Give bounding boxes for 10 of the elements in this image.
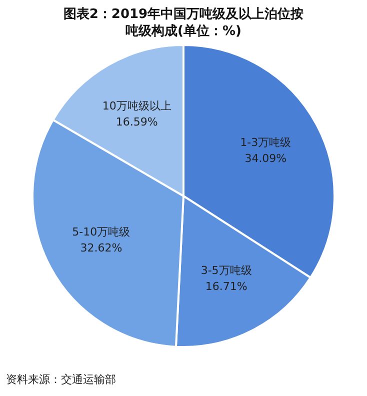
chart-title: 图表2：2019年中国万吨级及以上泊位按吨级构成(单位：%): [62, 6, 305, 40]
slice-label: 1-3万吨级: [240, 136, 292, 149]
text: 资料来源：交通运输部: [6, 372, 116, 387]
slice-label: 10万吨级以上: [102, 100, 172, 113]
slice-label: 5-10万吨级: [72, 225, 130, 238]
data-label: 16.71%: [205, 280, 248, 294]
data-label: 34.09%: [244, 152, 287, 165]
slice-label: 3-5万吨级: [200, 264, 252, 278]
data-label: 16.59%: [116, 116, 158, 129]
data-label: 32.62%: [80, 241, 122, 254]
